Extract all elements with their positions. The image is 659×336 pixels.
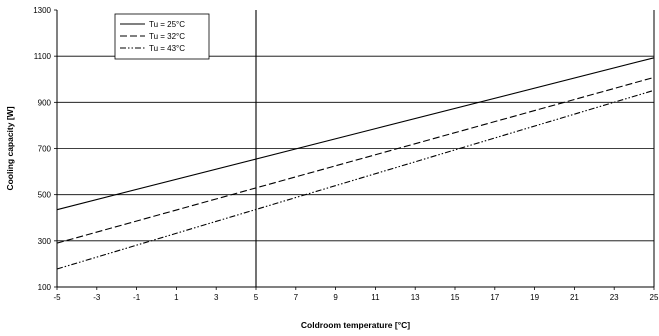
x-tick-label--3: -3 [93, 293, 101, 302]
x-tick-label-23: 23 [610, 293, 619, 302]
y-tick-labels: 100 300 500 700 900 1100 1300 [33, 6, 51, 292]
y-tick-label-700: 700 [38, 145, 52, 154]
x-tick-label-15: 15 [451, 293, 460, 302]
x-tick-label-17: 17 [490, 293, 499, 302]
x-tick-label--5: -5 [53, 293, 61, 302]
x-tick-label-9: 9 [333, 293, 338, 302]
x-axis-title: Coldroom temperature [°C] [301, 320, 410, 330]
y-tick-label-500: 500 [38, 191, 52, 200]
y-tick-label-900: 900 [38, 98, 52, 107]
series-lines [56, 57, 655, 270]
y-tick-label-300: 300 [38, 237, 52, 246]
x-tick-label-11: 11 [371, 293, 380, 302]
y-axis-title: Cooling capacity [W] [5, 106, 15, 190]
legend-label-1: Tu = 25°C [149, 20, 185, 29]
x-tick-label-13: 13 [411, 293, 420, 302]
x-tick-label-21: 21 [570, 293, 579, 302]
x-tick-labels: -5 -3 -1 1 3 5 7 9 11 13 15 17 19 21 23 25 [53, 293, 659, 302]
series-line-2 [56, 76, 655, 244]
series-line-1 [56, 57, 655, 211]
legend-label-3: Tu = 43°C [149, 44, 185, 53]
legend: Tu = 25°C Tu = 32°C Tu = 43°C [114, 13, 210, 60]
y-tick-label-1300: 1300 [33, 6, 51, 15]
x-tick-label-3: 3 [214, 293, 219, 302]
x-tick-label-7: 7 [294, 293, 299, 302]
legend-label-2: Tu = 32°C [149, 32, 185, 41]
x-tick-label-25: 25 [650, 293, 659, 302]
y-tick-label-1100: 1100 [34, 52, 52, 61]
series-line-3 [56, 89, 655, 270]
x-tick-label-5: 5 [254, 293, 259, 302]
x-tick-label-1: 1 [174, 293, 179, 302]
y-tick-label-100: 100 [38, 283, 52, 292]
x-tick-label-19: 19 [530, 293, 539, 302]
x-tick-label--1: -1 [133, 293, 141, 302]
axes [54, 9, 655, 290]
